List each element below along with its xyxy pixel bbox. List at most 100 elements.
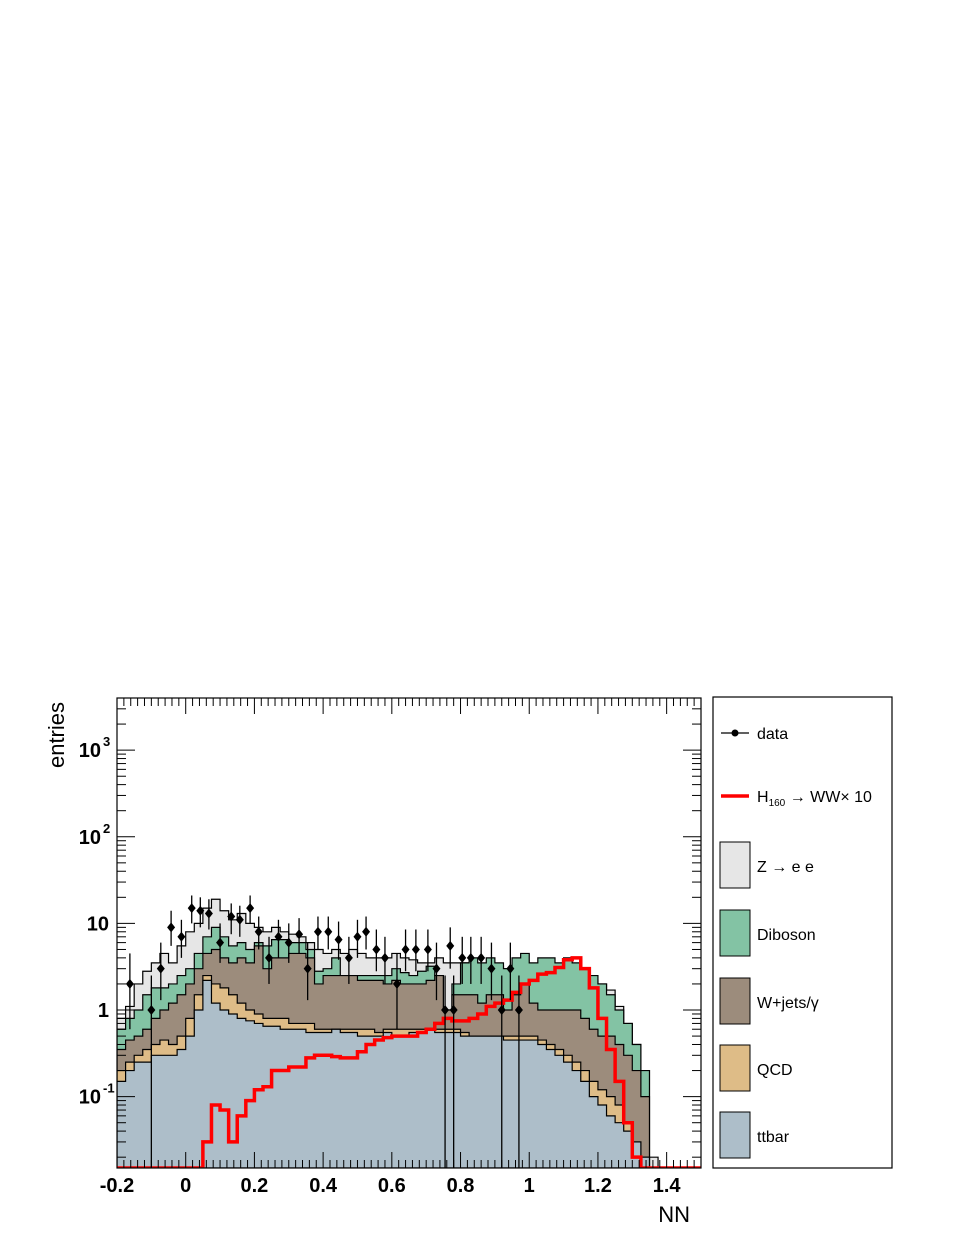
data-marker [216, 937, 225, 948]
data-marker [514, 1005, 523, 1016]
x-tick-label: 0.6 [378, 1175, 406, 1197]
data-point [411, 929, 420, 972]
data-point [449, 975, 458, 1168]
x-tick-label: 1.2 [584, 1175, 612, 1197]
data-point [446, 927, 455, 969]
data-point [295, 918, 304, 954]
data-marker [432, 963, 441, 974]
data-point [344, 936, 353, 984]
data-marker [477, 952, 486, 963]
data-point [235, 905, 244, 937]
data-marker [458, 952, 467, 963]
legend-label: W+jets/γ [757, 995, 819, 1012]
y-ticks [117, 697, 701, 1158]
data-marker [449, 1005, 458, 1016]
data-marker [344, 952, 353, 963]
data-marker [254, 926, 263, 937]
data-marker [372, 944, 381, 955]
data-point [334, 921, 343, 960]
x-tick-label: 1.4 [653, 1175, 682, 1197]
data-point [167, 910, 176, 946]
signal-line [117, 956, 701, 1168]
legend-label: Z → e e [757, 859, 814, 876]
data-marker [411, 944, 420, 955]
data-marker [156, 963, 165, 974]
y-tick-base: 1 [98, 1000, 109, 1022]
data-point [125, 953, 134, 1030]
data-marker [235, 914, 244, 925]
x-tick-label: 0 [180, 1175, 191, 1197]
data-point [458, 936, 467, 984]
data-marker [362, 926, 371, 937]
y-tick-label: 10 [87, 913, 109, 935]
legend-entry: W+jets/γ [719, 977, 819, 1025]
data-marker [353, 931, 362, 942]
legend-entry: H160 → WW× 10 [721, 789, 872, 809]
x-tick-label: 0.4 [309, 1175, 338, 1197]
y-tick-exponent: -1 [103, 1081, 115, 1096]
data-marker [274, 931, 283, 942]
legend-swatch [719, 1044, 751, 1092]
data-point [204, 899, 213, 930]
data-point [441, 975, 450, 1168]
legend-swatch [719, 841, 751, 889]
data-marker [125, 978, 134, 989]
data-point [423, 929, 432, 972]
y-axis-label: entries [44, 702, 69, 768]
data-marker [187, 903, 196, 914]
data-marker [487, 963, 496, 974]
data-marker [313, 926, 322, 937]
data-point [362, 916, 371, 950]
data-point [313, 916, 322, 950]
y-tick-base: 10 [79, 1087, 101, 1109]
legend-entry: Z → e e [719, 841, 814, 889]
data-point [372, 929, 381, 972]
data-point [303, 942, 312, 1001]
data-point [506, 942, 515, 1001]
x-tick-label: 0.2 [241, 1175, 269, 1197]
data-point [514, 975, 523, 1168]
data-marker [423, 944, 432, 955]
data-marker [246, 903, 255, 914]
data-marker [177, 931, 186, 942]
y-tick-base: 10 [79, 740, 101, 762]
data-point [216, 923, 225, 963]
data-marker [167, 922, 176, 933]
data-marker [497, 1005, 506, 1016]
data-marker [380, 952, 389, 963]
legend-entry: QCD [719, 1044, 793, 1092]
data-marker [147, 1005, 156, 1016]
legend-label: ttbar [757, 1129, 790, 1146]
data-marker [295, 929, 304, 940]
data-point [353, 919, 362, 958]
data-marker [506, 963, 515, 974]
legend-swatch [719, 977, 751, 1025]
data-marker [284, 937, 293, 948]
y-tick-label: 10 3 [79, 734, 110, 762]
y-tick-label: 10 -1 [79, 1081, 115, 1109]
data-point [432, 942, 441, 1001]
data-point [254, 916, 263, 950]
legend-label: Diboson [757, 927, 816, 944]
data-point [487, 942, 496, 1001]
data-marker [227, 911, 236, 922]
data-point [401, 929, 410, 972]
x-ticks [116, 698, 702, 1168]
legend-swatch [719, 1111, 751, 1159]
y-tick-label: 10 2 [79, 821, 110, 849]
plot-frame [116, 697, 702, 1169]
legend-label: data [757, 726, 788, 743]
data-point [392, 953, 401, 1030]
legend-entry: ttbar [719, 1111, 790, 1159]
y-tick-base: 10 [79, 827, 101, 849]
data-point [246, 895, 255, 924]
legend-data-marker [731, 729, 739, 737]
data-point [380, 936, 389, 984]
data-marker [334, 934, 343, 945]
y-tick-exponent: 2 [103, 821, 110, 836]
data-marker [324, 926, 333, 937]
data-point [187, 895, 196, 924]
data-marker [392, 978, 401, 989]
legend-label: H160 → WW× 10 [757, 789, 872, 809]
